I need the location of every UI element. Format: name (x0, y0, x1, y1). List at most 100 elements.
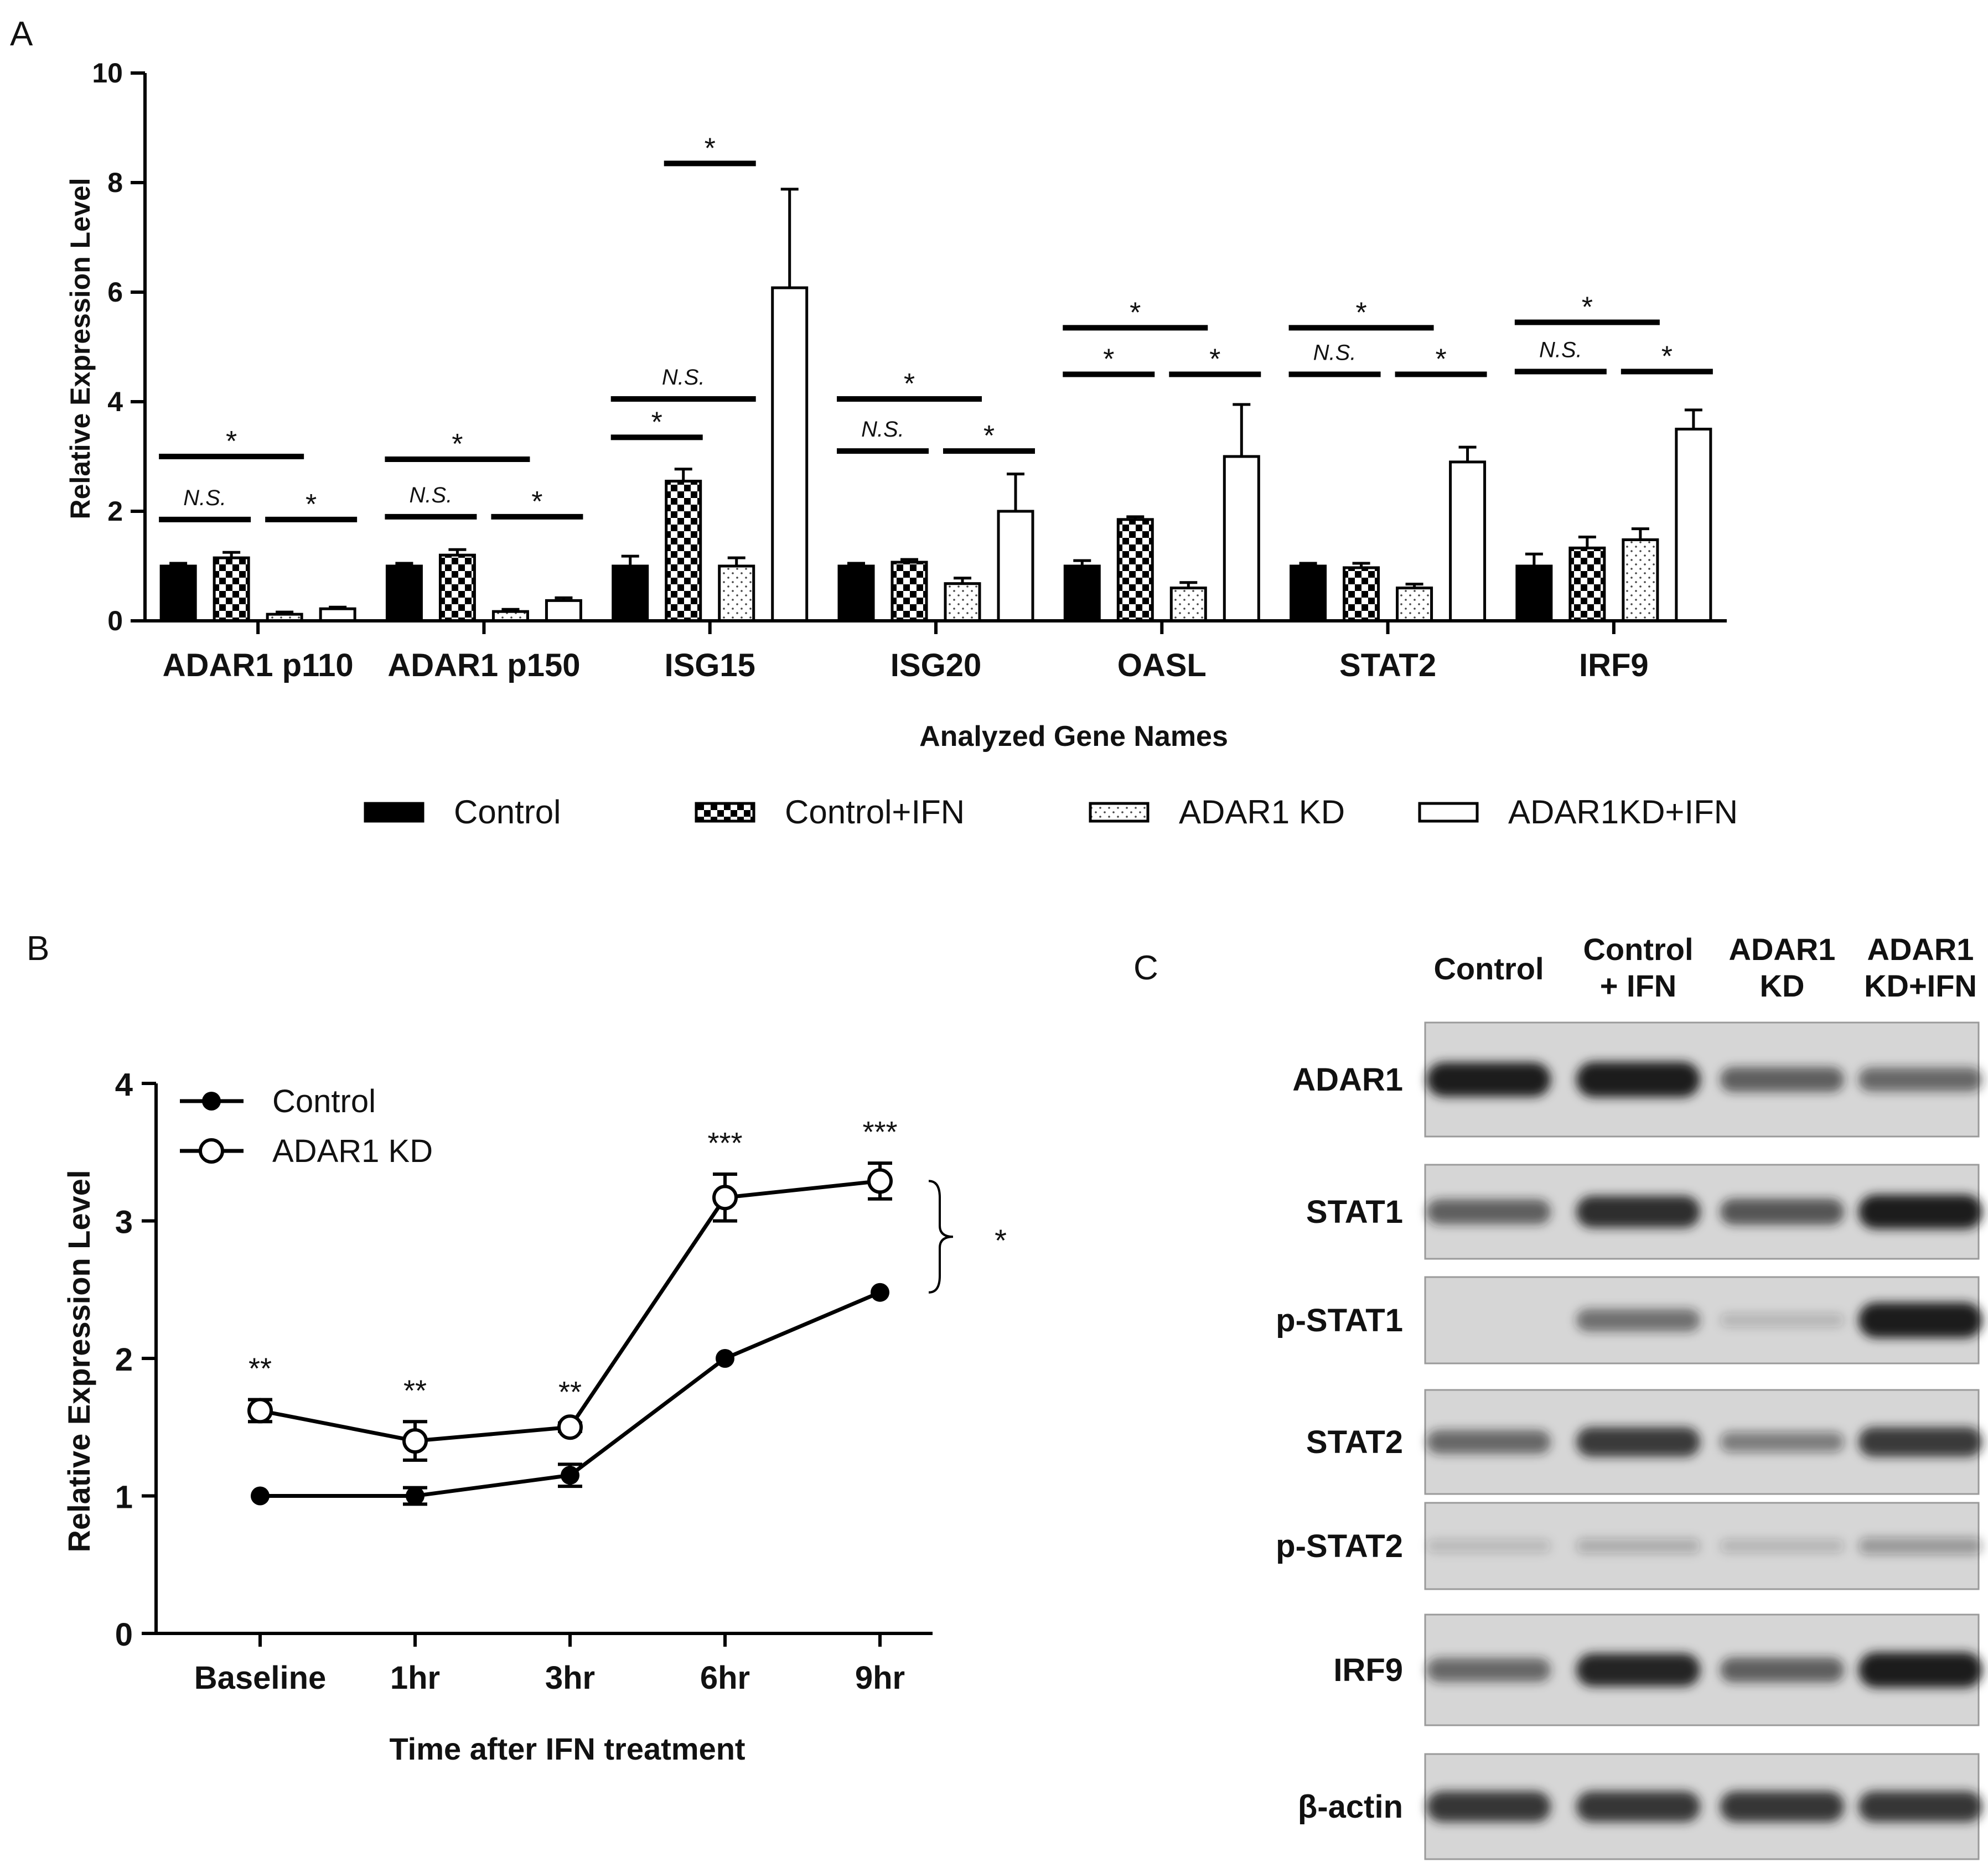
y-tick-label: 4 (115, 1067, 133, 1103)
bar (1568, 546, 1606, 622)
blot-band (1858, 1537, 1982, 1555)
significance-label: ** (558, 1376, 582, 1409)
y-tick-label: 2 (115, 1342, 133, 1378)
blot-band (1576, 1791, 1700, 1822)
significance-label: * (983, 420, 995, 452)
bar (837, 564, 875, 622)
blot-band (1427, 1658, 1551, 1682)
bar (1169, 587, 1207, 622)
bar (944, 582, 981, 622)
blot-band (1858, 1195, 1982, 1229)
bar (1622, 538, 1659, 622)
legend-swatch (695, 802, 755, 823)
y-tick-label: 10 (92, 58, 123, 89)
blot-row: STAT1 (1306, 1164, 1982, 1260)
legend: Control Control+IFN ADAR1 KD ADAR1KD+IFN (364, 793, 1738, 831)
x-tick-label: ISG15 (664, 647, 755, 683)
y-tick-label: 0 (115, 1617, 133, 1653)
bar-series-group (159, 188, 1712, 622)
legend-label: ADAR1KD+IFN (1508, 793, 1738, 831)
blot-band (1576, 1062, 1700, 1097)
legend-swatch (364, 802, 424, 823)
y-tick-label: 6 (107, 277, 123, 308)
significance-label: * (1661, 341, 1673, 373)
significance-label: * (452, 428, 463, 460)
legend-label: Control (272, 1083, 376, 1119)
y-tick-label: 8 (107, 167, 123, 198)
y-axis-label: Relative Expression Level (61, 1170, 96, 1552)
blot-band (1576, 1309, 1700, 1332)
data-point (871, 1283, 889, 1302)
x-tick-label: 6hr (700, 1660, 750, 1696)
blot-band (1858, 1303, 1982, 1338)
x-tick-label: ADAR1 p150 (387, 647, 580, 683)
significance-label: * (1582, 291, 1593, 323)
data-point (247, 1398, 273, 1424)
panel-letter-c: C (1133, 949, 1158, 987)
protein-label: p-STAT2 (1276, 1528, 1403, 1564)
significance-label: * (1355, 297, 1366, 329)
x-tick-label: IRF9 (1579, 647, 1649, 683)
x-tick-label: Baseline (194, 1660, 327, 1696)
significance-label: * (904, 368, 915, 400)
data-point (867, 1168, 893, 1194)
y-axis: 0 2 4 6 8 10 (92, 58, 147, 636)
significance-label: * (1130, 297, 1141, 329)
bar (545, 599, 582, 622)
x-tick-label: ISG20 (891, 647, 981, 683)
panel-letter-b: B (27, 930, 49, 968)
bar (665, 480, 702, 622)
significance-label: * (306, 489, 317, 521)
blot-band (1427, 1062, 1551, 1097)
blot-band (1720, 1313, 1844, 1327)
y-tick-label: 4 (107, 386, 123, 417)
data-point (716, 1349, 734, 1368)
data-point (712, 1185, 738, 1211)
blot-row: ADAR1 (1292, 1021, 1982, 1138)
significance-label: N.S. (1313, 341, 1357, 365)
lane-label: ADAR1 (1729, 932, 1836, 967)
bar (891, 561, 928, 622)
x-tick-label: STAT2 (1339, 647, 1436, 683)
significance-annotations: *N.S. **N.S. **N.S.**N.S. *** **N.S. **N.S. * (159, 132, 1713, 522)
blot-row: p-STAT1 (1276, 1276, 1982, 1364)
legend: Control ADAR1 KD (180, 1083, 433, 1169)
x-axis: ADAR1 p110 ADAR1 p150 ISG15 ISG20 OASL STAT2 I… (145, 619, 1727, 683)
significance-label: * (226, 426, 237, 458)
significance-bracket (928, 1180, 954, 1294)
significance-annotations: **** ***** **** (249, 1116, 1007, 1409)
blot-band (1720, 1431, 1844, 1452)
bar (771, 286, 809, 622)
significance-label: N.S. (662, 365, 705, 390)
bar (159, 564, 197, 622)
significance-label: * (1103, 344, 1114, 376)
x-tick-label: 1hr (390, 1660, 440, 1696)
blot-band (1427, 1430, 1551, 1454)
y-tick-label: 2 (107, 496, 123, 527)
legend-label: Control+IFN (785, 793, 965, 831)
bar (1675, 428, 1712, 622)
blot-band (1858, 1067, 1982, 1092)
protein-label: p-STAT1 (1276, 1303, 1403, 1338)
blot-band (1858, 1427, 1982, 1457)
lane-label: ADAR1 (1867, 932, 1974, 967)
blot-band (1427, 1199, 1551, 1225)
lane-label: KD+IFN (1864, 968, 1977, 1003)
bar (1116, 518, 1154, 622)
x-axis-label: Time after IFN treatment (389, 1731, 745, 1766)
legend-label: Control (454, 793, 561, 831)
significance-label: * (651, 406, 662, 438)
x-tick-label: 3hr (545, 1660, 595, 1696)
protein-label: IRF9 (1333, 1652, 1403, 1688)
legend-label: ADAR1 KD (1179, 793, 1345, 831)
lane-label: + IFN (1600, 968, 1676, 1003)
significance-label: * (705, 132, 716, 164)
blot-band (1427, 1539, 1551, 1553)
bar (997, 510, 1034, 622)
x-axis: Baseline 1hr 3hr 6hr 9hr (156, 1632, 933, 1696)
data-point (557, 1414, 583, 1440)
line-series-group (247, 1161, 893, 1506)
blot-band (1720, 1657, 1844, 1683)
